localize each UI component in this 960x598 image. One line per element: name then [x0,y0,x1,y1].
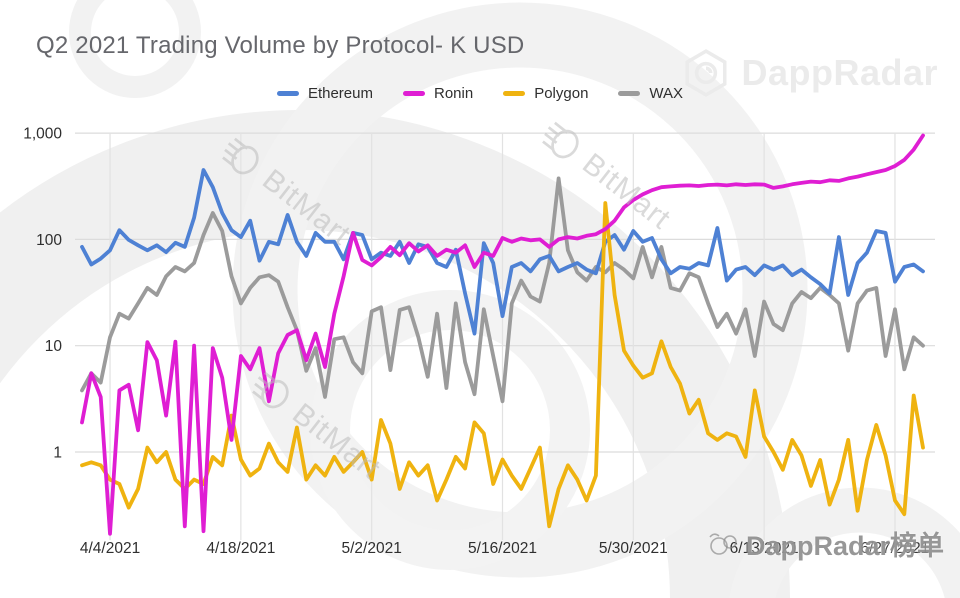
axis-labels: 1,000 100 10 1 4/4/2021 4/18/2021 5/2/2021 5/16… [23,126,929,557]
x-tick-label: 4/18/2021 [206,540,275,557]
background-ring [310,290,590,570]
legend-label-polygon: Polygon [534,85,589,102]
y-tick-label: 1 [53,445,62,462]
x-tick-label: 5/16/2021 [468,540,537,557]
x-tick-label: 4/4/2021 [80,540,140,557]
wax-line-swatch [618,91,641,96]
chart-legend: Ethereum Ronin Polygon WAX [0,85,960,102]
legend-label-ronin: Ronin [434,85,474,102]
polygon-line-swatch [503,91,526,96]
y-tick-label: 100 [36,232,62,249]
legend-item-polygon: Polygon [503,85,588,102]
x-tick-label: 5/30/2021 [599,540,668,557]
y-tick-label: 1,000 [23,126,62,143]
series-lines [80,133,925,536]
chart-title: Q2 2021 Trading Volume by Protocol- K US… [36,32,525,59]
legend-label-wax: WAX [649,85,684,102]
legend-label-ethereum: Ethereum [307,85,373,102]
ronin-line [80,133,925,536]
x-tick-label: 6/27/2021 [860,540,929,557]
ethereum-line [80,168,925,336]
legend-item-wax: WAX [618,85,683,102]
x-tick-label: 6/13/2021 [730,540,799,557]
x-tick-label: 5/2/2021 [342,540,402,557]
background-ring [729,487,960,598]
legend-item-ronin: Ronin [403,85,473,102]
background-ring [69,0,201,98]
wax-line [80,176,925,404]
y-tick-label: 10 [45,338,63,355]
ethereum-line-swatch [276,91,299,96]
legend-item-ethereum: Ethereum [276,85,373,102]
ronin-line-swatch [403,91,425,96]
polygon-line [80,201,925,529]
